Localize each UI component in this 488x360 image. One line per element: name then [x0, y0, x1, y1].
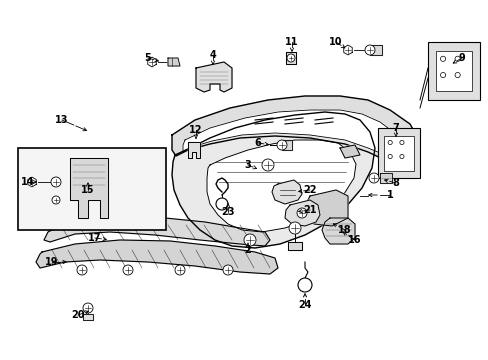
Polygon shape	[321, 218, 354, 244]
Text: 19: 19	[45, 257, 59, 267]
Circle shape	[123, 265, 133, 275]
Circle shape	[368, 173, 378, 183]
Polygon shape	[147, 57, 156, 67]
Text: 9: 9	[458, 53, 465, 63]
Text: 21: 21	[303, 205, 316, 215]
Bar	[435, 51, 471, 91]
Text: 24: 24	[298, 300, 311, 310]
Circle shape	[244, 234, 256, 246]
Circle shape	[51, 177, 61, 187]
Circle shape	[286, 54, 294, 62]
Text: 16: 16	[347, 235, 361, 245]
Circle shape	[175, 265, 184, 275]
Circle shape	[77, 265, 87, 275]
Polygon shape	[285, 200, 319, 226]
Text: 2: 2	[244, 245, 251, 255]
Circle shape	[276, 140, 286, 150]
Bar	[377, 128, 419, 178]
Text: 1: 1	[386, 190, 392, 200]
Polygon shape	[287, 242, 302, 250]
Text: 23: 23	[221, 207, 234, 217]
Circle shape	[216, 198, 227, 210]
Circle shape	[296, 208, 306, 218]
Polygon shape	[187, 142, 200, 158]
Polygon shape	[70, 158, 108, 218]
Polygon shape	[339, 145, 359, 158]
Text: 12: 12	[189, 125, 203, 135]
Text: 3: 3	[244, 160, 251, 170]
Polygon shape	[36, 240, 278, 274]
Bar	[427, 42, 479, 100]
Text: 13: 13	[55, 115, 69, 125]
Polygon shape	[271, 180, 302, 204]
Polygon shape	[196, 62, 231, 92]
Polygon shape	[369, 45, 381, 55]
Circle shape	[364, 45, 374, 55]
Polygon shape	[285, 52, 295, 64]
Circle shape	[223, 265, 232, 275]
Text: 4: 4	[209, 50, 216, 60]
Polygon shape	[172, 96, 417, 162]
Bar	[18, 148, 165, 230]
Text: 14: 14	[21, 177, 35, 187]
Text: 22: 22	[303, 185, 316, 195]
Text: 10: 10	[328, 37, 342, 47]
Text: 5: 5	[144, 53, 151, 63]
Text: 8: 8	[392, 178, 399, 188]
Polygon shape	[83, 314, 93, 320]
Circle shape	[83, 303, 93, 313]
Text: 11: 11	[285, 37, 298, 47]
Polygon shape	[206, 140, 355, 232]
Polygon shape	[28, 177, 36, 187]
Polygon shape	[305, 190, 347, 226]
Circle shape	[288, 222, 301, 234]
Circle shape	[52, 196, 60, 204]
Polygon shape	[183, 110, 401, 156]
Circle shape	[262, 159, 273, 171]
Text: 18: 18	[338, 225, 351, 235]
Polygon shape	[379, 173, 391, 183]
Polygon shape	[282, 140, 291, 150]
Polygon shape	[44, 216, 269, 246]
Circle shape	[297, 278, 311, 292]
Polygon shape	[343, 45, 351, 55]
Polygon shape	[168, 58, 180, 66]
Text: 15: 15	[81, 185, 95, 195]
Polygon shape	[172, 112, 374, 248]
Bar	[384, 135, 413, 171]
Text: 20: 20	[71, 310, 84, 320]
Text: 6: 6	[254, 138, 261, 148]
Text: 17: 17	[88, 233, 102, 243]
Text: 7: 7	[392, 123, 399, 133]
